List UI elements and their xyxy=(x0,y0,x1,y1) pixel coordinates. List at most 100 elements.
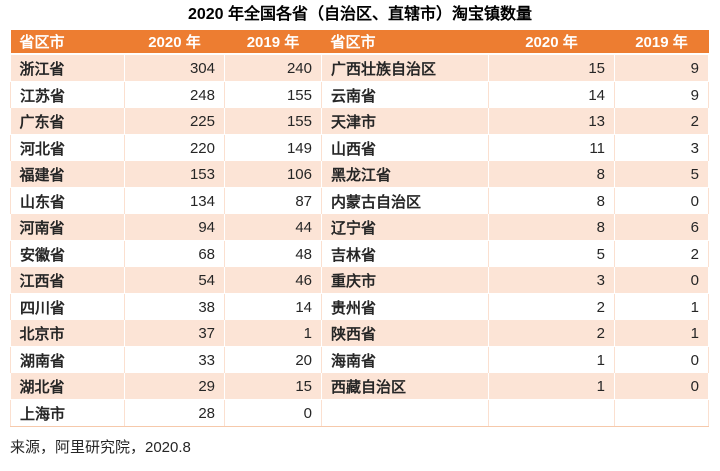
table-row: 湖北省 29 15 西藏自治区 1 0 xyxy=(10,373,709,400)
table-row: 福建省 153 106 黑龙江省 8 5 xyxy=(10,161,709,188)
taobao-towns-table: 省区市 2020 年 2019 年省区市 2020 年 2019 年 浙江省 304 240… xyxy=(10,30,709,427)
province-cell: 山西省 xyxy=(321,134,489,161)
province-cell xyxy=(321,399,489,427)
column-header: 省区市 xyxy=(321,30,489,55)
value-cell: 87 xyxy=(224,187,322,214)
column-header: 2019 年 xyxy=(614,30,709,55)
province-cell: 天津市 xyxy=(321,108,489,135)
province-cell: 海南省 xyxy=(321,346,489,373)
value-cell: 1 xyxy=(488,373,615,400)
province-cell: 安徽省 xyxy=(10,240,125,267)
province-cell: 广东省 xyxy=(10,108,125,135)
value-cell: 15 xyxy=(224,373,322,400)
value-cell: 304 xyxy=(124,54,225,82)
value-cell: 11 xyxy=(488,134,615,161)
table-row: 江西省 54 46 重庆市 3 0 xyxy=(10,267,709,294)
table-body: 浙江省 304 240 广西壮族自治区 15 9 江苏省 248 155 云南省 14 9 广东省 225… xyxy=(10,54,709,427)
value-cell: 44 xyxy=(224,214,322,241)
value-cell: 149 xyxy=(224,134,322,161)
value-cell: 6 xyxy=(614,214,709,241)
value-cell: 14 xyxy=(488,81,615,108)
value-cell: 9 xyxy=(614,81,709,108)
column-header: 2020 年 xyxy=(488,30,615,55)
value-cell: 46 xyxy=(224,267,322,294)
column-header: 2019 年 xyxy=(224,30,322,55)
value-cell: 9 xyxy=(614,54,709,82)
value-cell: 248 xyxy=(124,81,225,108)
value-cell: 0 xyxy=(224,399,322,427)
province-cell: 广西壮族自治区 xyxy=(321,54,489,82)
value-cell: 68 xyxy=(124,240,225,267)
value-cell: 155 xyxy=(224,81,322,108)
value-cell: 28 xyxy=(124,399,225,427)
province-cell: 河南省 xyxy=(10,214,125,241)
value-cell: 1 xyxy=(614,320,709,347)
province-cell: 江西省 xyxy=(10,267,125,294)
value-cell xyxy=(614,399,709,427)
province-cell: 辽宁省 xyxy=(321,214,489,241)
value-cell: 1 xyxy=(488,346,615,373)
table-row: 安徽省 68 48 吉林省 5 2 xyxy=(10,240,709,267)
province-cell: 黑龙江省 xyxy=(321,161,489,188)
value-cell: 38 xyxy=(124,293,225,320)
province-cell: 江苏省 xyxy=(10,81,125,108)
value-cell: 225 xyxy=(124,108,225,135)
province-cell: 河北省 xyxy=(10,134,125,161)
province-cell: 浙江省 xyxy=(10,54,125,82)
table-row: 河南省 94 44 辽宁省 8 6 xyxy=(10,214,709,241)
value-cell: 220 xyxy=(124,134,225,161)
value-cell: 2 xyxy=(488,320,615,347)
value-cell: 134 xyxy=(124,187,225,214)
province-cell: 贵州省 xyxy=(321,293,489,320)
value-cell: 13 xyxy=(488,108,615,135)
chart-title: 2020 年全国各省（自治区、直辖市）淘宝镇数量 xyxy=(187,6,533,23)
column-header: 省区市 xyxy=(10,30,125,55)
value-cell: 14 xyxy=(224,293,322,320)
value-cell: 0 xyxy=(614,373,709,400)
province-cell: 吉林省 xyxy=(321,240,489,267)
value-cell: 1 xyxy=(614,293,709,320)
province-cell: 湖北省 xyxy=(10,373,125,400)
table-row: 河北省 220 149 山西省 11 3 xyxy=(10,134,709,161)
province-cell: 内蒙古自治区 xyxy=(321,187,489,214)
province-cell: 北京市 xyxy=(10,320,125,347)
province-cell: 福建省 xyxy=(10,161,125,188)
value-cell: 155 xyxy=(224,108,322,135)
value-cell: 5 xyxy=(614,161,709,188)
source-note: 来源，阿里研究院，2020.8 xyxy=(10,439,191,456)
province-cell: 上海市 xyxy=(10,399,125,427)
province-cell: 云南省 xyxy=(321,81,489,108)
value-cell: 20 xyxy=(224,346,322,373)
table-row: 山东省 134 87 内蒙古自治区 8 0 xyxy=(10,187,709,214)
value-cell: 1 xyxy=(224,320,322,347)
province-cell: 湖南省 xyxy=(10,346,125,373)
value-cell: 2 xyxy=(614,240,709,267)
value-cell: 240 xyxy=(224,54,322,82)
value-cell: 2 xyxy=(614,108,709,135)
province-cell: 西藏自治区 xyxy=(321,373,489,400)
table-row: 上海市 28 0 xyxy=(10,399,709,427)
value-cell: 8 xyxy=(488,161,615,188)
value-cell: 0 xyxy=(614,267,709,294)
value-cell: 106 xyxy=(224,161,322,188)
province-cell: 陕西省 xyxy=(321,320,489,347)
value-cell: 5 xyxy=(488,240,615,267)
province-cell: 重庆市 xyxy=(321,267,489,294)
value-cell: 15 xyxy=(488,54,615,82)
value-cell: 8 xyxy=(488,214,615,241)
value-cell: 33 xyxy=(124,346,225,373)
value-cell: 8 xyxy=(488,187,615,214)
value-cell: 48 xyxy=(224,240,322,267)
value-cell: 153 xyxy=(124,161,225,188)
value-cell xyxy=(488,399,615,427)
value-cell: 0 xyxy=(614,187,709,214)
province-cell: 四川省 xyxy=(10,293,125,320)
value-cell: 3 xyxy=(488,267,615,294)
table-row: 广东省 225 155 天津市 13 2 xyxy=(10,108,709,135)
table-row: 四川省 38 14 贵州省 2 1 xyxy=(10,293,709,320)
value-cell: 29 xyxy=(124,373,225,400)
table-row: 江苏省 248 155 云南省 14 9 xyxy=(10,81,709,108)
value-cell: 94 xyxy=(124,214,225,241)
province-cell: 山东省 xyxy=(10,187,125,214)
table-row: 湖南省 33 20 海南省 1 0 xyxy=(10,346,709,373)
